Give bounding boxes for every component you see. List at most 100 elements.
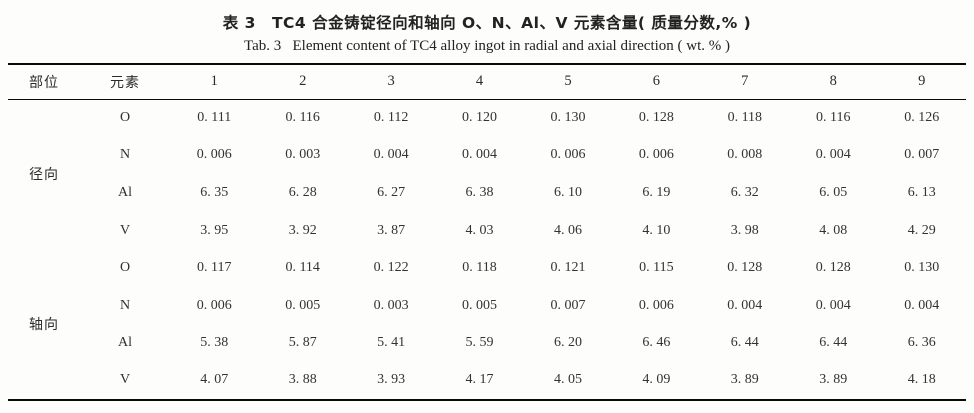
value-cell: 3. 93 (377, 372, 406, 388)
value-cell: 5. 59 (465, 335, 494, 351)
value-cell: 0. 004 (815, 147, 851, 163)
value-cell: 3. 87 (377, 222, 406, 238)
value-cell: 6. 05 (819, 184, 848, 200)
value-cell: 0. 130 (904, 260, 940, 276)
table-row-axial-V: V 4. 07 3. 88 3. 93 4. 17 4. 05 4. 09 3.… (8, 362, 966, 400)
col-header-5: 5 (523, 64, 613, 100)
table-row-radial-O: 径向 O 0. 111 0. 116 0. 112 0. 120 0. 130 … (8, 99, 966, 183)
table-row-axial-O: 轴向 O 0. 117 0. 114 0. 122 0. 118 0. 121 … (8, 249, 966, 333)
value-cell: 0. 006 (196, 297, 232, 313)
value-cell: 0. 128 (815, 260, 851, 276)
element-cell: Al (118, 184, 133, 200)
value-cell: 0. 004 (727, 297, 763, 313)
table-title-english: Tab. 3 Element content of TC4 alloy ingo… (243, 38, 731, 54)
element-cell: Al (118, 335, 133, 351)
value-cell: 6. 10 (553, 184, 582, 200)
value-cell: 0. 006 (550, 147, 586, 163)
value-cell: 6. 19 (642, 184, 671, 200)
value-cell: 0. 112 (373, 110, 409, 126)
col-header-7: 7 (700, 64, 790, 100)
col-header-element: 元素 (80, 64, 171, 100)
value-cell: 5. 87 (288, 335, 317, 351)
col-header-9: 9 (877, 64, 966, 100)
value-cell: 6. 28 (288, 184, 317, 200)
value-cell: 0. 122 (373, 260, 409, 276)
table-title-chinese: 表 3 TC4 合金铸锭径向和轴向 O、N、Al、V 元素含量( 质量分数,% … (222, 14, 752, 32)
value-cell: 0. 130 (550, 110, 586, 126)
col-header-3: 3 (346, 64, 436, 100)
col-header-4: 4 (435, 64, 524, 100)
value-cell: 3. 92 (288, 222, 317, 238)
value-cell: 6. 20 (553, 335, 582, 351)
value-cell: 0. 006 (638, 297, 674, 313)
table-row-axial-Al: Al 5. 38 5. 87 5. 41 5. 59 6. 20 6. 46 6… (8, 325, 966, 363)
value-cell: 0. 004 (373, 147, 409, 163)
element-content-table: 部位 元素 1 2 3 4 5 6 7 8 9 径向 O 0. 111 0. 1… (8, 63, 966, 401)
value-cell: 0. 126 (904, 110, 940, 126)
table-row-radial-Al: Al 6. 35 6. 28 6. 27 6. 38 6. 10 6. 19 6… (8, 174, 966, 212)
value-cell: 5. 38 (200, 335, 229, 351)
value-cell: 0. 114 (285, 260, 320, 276)
value-cell: 4. 07 (200, 372, 229, 388)
element-cell: V (119, 372, 131, 388)
value-cell: 0. 116 (815, 110, 851, 126)
value-cell: 0. 007 (550, 297, 586, 313)
value-cell: 0. 008 (727, 147, 763, 163)
value-cell: 3. 89 (730, 372, 759, 388)
element-cell: V (119, 222, 131, 238)
col-header-6: 6 (612, 64, 701, 100)
value-cell: 4. 03 (465, 222, 494, 238)
value-cell: 4. 18 (907, 372, 936, 388)
value-cell: 6. 13 (907, 184, 936, 200)
value-cell: 4. 10 (642, 222, 671, 238)
value-cell: 0. 005 (285, 297, 321, 313)
value-cell: 0. 006 (638, 147, 674, 163)
col-header-8: 8 (789, 64, 878, 100)
value-cell: 0. 120 (462, 110, 498, 126)
value-cell: 0. 007 (904, 147, 940, 163)
table-row-radial-V: V 3. 95 3. 92 3. 87 4. 03 4. 06 4. 10 3.… (8, 212, 966, 250)
value-cell: 0. 117 (197, 260, 232, 276)
value-cell: 6. 35 (200, 184, 229, 200)
value-cell: 5. 41 (377, 335, 406, 351)
table-row-axial-N: N 0. 006 0. 005 0. 003 0. 005 0. 007 0. … (8, 287, 966, 325)
value-cell: 0. 004 (904, 297, 940, 313)
value-cell: 4. 17 (465, 372, 494, 388)
value-cell: 4. 29 (907, 222, 936, 238)
value-cell: 0. 004 (462, 147, 498, 163)
header-row: 部位 元素 1 2 3 4 5 6 7 8 9 (8, 64, 966, 100)
value-cell: 6. 32 (730, 184, 759, 200)
col-header-1: 1 (170, 64, 259, 100)
element-cell: O (119, 110, 131, 126)
group-label-axial: 轴向 (29, 317, 60, 334)
value-cell: 6. 44 (730, 335, 759, 351)
value-cell: 0. 111 (197, 110, 232, 126)
table-row-radial-N: N 0. 006 0. 003 0. 004 0. 004 0. 006 0. … (8, 137, 966, 175)
value-cell: 0. 118 (462, 260, 497, 276)
value-cell: 0. 128 (727, 260, 763, 276)
value-cell: 4. 08 (819, 222, 848, 238)
value-cell: 0. 121 (550, 260, 586, 276)
value-cell: 4. 09 (642, 372, 671, 388)
value-cell: 3. 95 (200, 222, 229, 238)
value-cell: 0. 003 (373, 297, 409, 313)
element-cell: N (119, 297, 131, 313)
value-cell: 4. 06 (553, 222, 582, 238)
value-cell: 0. 004 (815, 297, 851, 313)
col-header-position: 部位 (8, 64, 81, 100)
value-cell: 6. 46 (642, 335, 671, 351)
value-cell: 0. 006 (196, 147, 232, 163)
value-cell: 0. 128 (638, 110, 674, 126)
value-cell: 0. 005 (462, 297, 498, 313)
element-cell: O (119, 260, 131, 276)
value-cell: 4. 05 (553, 372, 582, 388)
value-cell: 0. 116 (285, 110, 320, 126)
group-label-radial: 径向 (29, 167, 60, 184)
value-cell: 6. 36 (907, 335, 936, 351)
col-header-2: 2 (258, 64, 347, 100)
value-cell: 0. 115 (639, 260, 674, 276)
value-cell: 6. 27 (377, 184, 406, 200)
value-cell: 6. 44 (819, 335, 848, 351)
value-cell: 3. 88 (288, 372, 317, 388)
value-cell: 0. 118 (727, 110, 763, 126)
